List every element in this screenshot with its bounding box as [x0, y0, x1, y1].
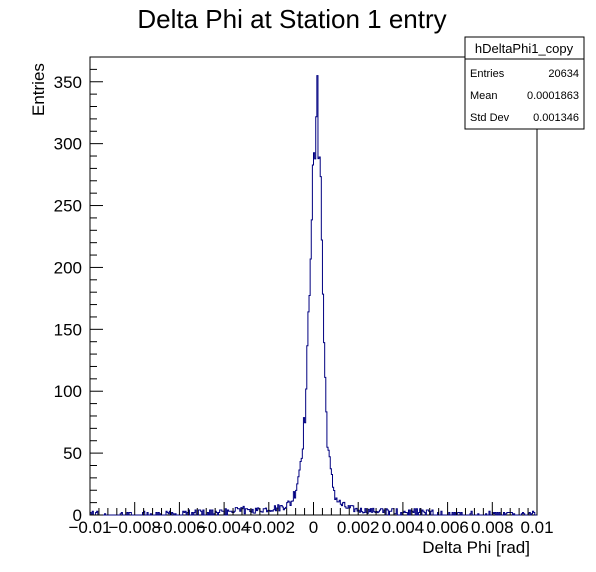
y-tick-label: 200: [54, 258, 82, 277]
x-tick-label: −0.01: [68, 518, 111, 537]
stats-box-frame: [464, 36, 585, 130]
stats-entries-label: Entries: [470, 68, 505, 80]
histogram-line: [89, 75, 537, 516]
stats-stddev-value: 0.001346: [533, 112, 579, 124]
histogram-layer: [89, 75, 537, 516]
y-tick-label: 0: [73, 506, 82, 525]
x-tick-label: 0: [309, 518, 318, 537]
stats-stddev-label: Std Dev: [470, 112, 510, 124]
y-tick-label: 100: [54, 382, 82, 401]
x-tick-label: 0.004: [382, 518, 425, 537]
y-tick-label: 350: [54, 73, 82, 92]
x-tick-label: 0.006: [426, 518, 469, 537]
y-tick-label: 250: [54, 197, 82, 216]
stats-box: hDeltaPhi1_copy Entries 20634 Mean 0.000…: [464, 36, 585, 130]
x-tick-label: 0.008: [471, 518, 514, 537]
y-tick-label: 150: [54, 320, 82, 339]
stats-mean-label: Mean: [470, 90, 498, 102]
y-tick-label: 50: [63, 444, 82, 463]
y-axis-ticks: 0 50 100 150 200 250 300 350: [54, 56, 103, 525]
x-axis-label: Delta Phi [rad]: [422, 538, 530, 557]
stats-mean-value: 0.0001863: [527, 90, 579, 102]
y-axis-label: Entries: [29, 63, 48, 116]
x-tick-label: −0.006: [153, 518, 205, 537]
x-tick-label: −0.008: [108, 518, 160, 537]
y-tick-label: 300: [54, 135, 82, 154]
stats-entries-value: 20634: [548, 68, 579, 80]
x-axis-ticks: −0.01−0.008−0.006−0.004−0.002 0 0.002 0.004…: [68, 502, 554, 537]
x-tick-label: −0.002: [243, 518, 295, 537]
stats-box-title: hDeltaPhi1_copy: [475, 41, 574, 56]
x-tick-label: 0.01: [520, 518, 553, 537]
x-tick-label: 0.002: [337, 518, 380, 537]
chart-title: Delta Phi at Station 1 entry: [137, 4, 446, 34]
x-tick-label: −0.004: [198, 518, 250, 537]
